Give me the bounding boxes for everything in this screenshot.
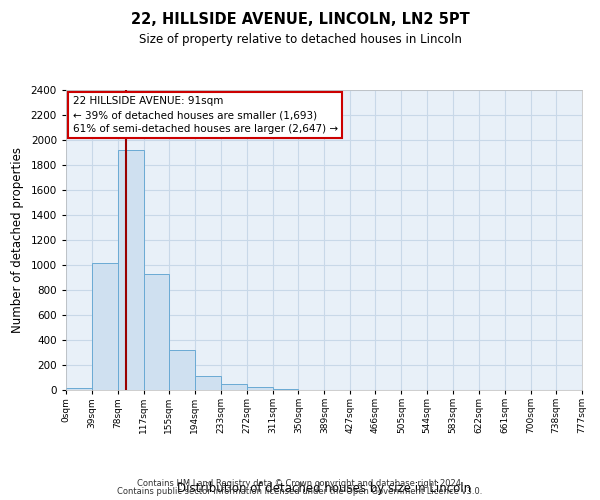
Text: Contains HM Land Registry data © Crown copyright and database right 2024.: Contains HM Land Registry data © Crown c… — [137, 478, 463, 488]
X-axis label: Distribution of detached houses by size in Lincoln: Distribution of detached houses by size … — [177, 482, 471, 495]
Bar — [66, 388, 92, 390]
Bar — [118, 150, 143, 390]
Bar — [169, 350, 195, 390]
Text: Contains public sector information licensed under the Open Government Licence v3: Contains public sector information licen… — [118, 487, 482, 496]
Text: 22 HILLSIDE AVENUE: 91sqm
← 39% of detached houses are smaller (1,693)
61% of se: 22 HILLSIDE AVENUE: 91sqm ← 39% of detac… — [73, 96, 338, 134]
Bar — [143, 274, 169, 390]
Bar — [221, 384, 247, 390]
Bar — [92, 262, 118, 390]
Text: 22, HILLSIDE AVENUE, LINCOLN, LN2 5PT: 22, HILLSIDE AVENUE, LINCOLN, LN2 5PT — [131, 12, 469, 28]
Y-axis label: Number of detached properties: Number of detached properties — [11, 147, 24, 333]
Bar — [195, 376, 221, 390]
Bar — [272, 389, 298, 390]
Bar — [247, 387, 272, 390]
Text: Size of property relative to detached houses in Lincoln: Size of property relative to detached ho… — [139, 32, 461, 46]
